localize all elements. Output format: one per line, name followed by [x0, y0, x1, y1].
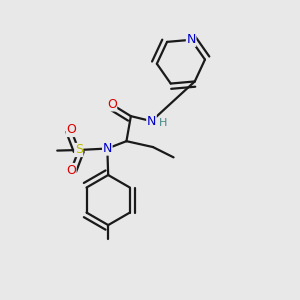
- Text: N: N: [103, 142, 112, 155]
- Text: N: N: [147, 115, 156, 128]
- Text: H: H: [159, 118, 167, 128]
- Text: O: O: [66, 124, 76, 136]
- Text: N: N: [186, 33, 196, 46]
- Text: O: O: [66, 164, 76, 176]
- Text: O: O: [107, 98, 117, 111]
- Text: S: S: [75, 143, 83, 157]
